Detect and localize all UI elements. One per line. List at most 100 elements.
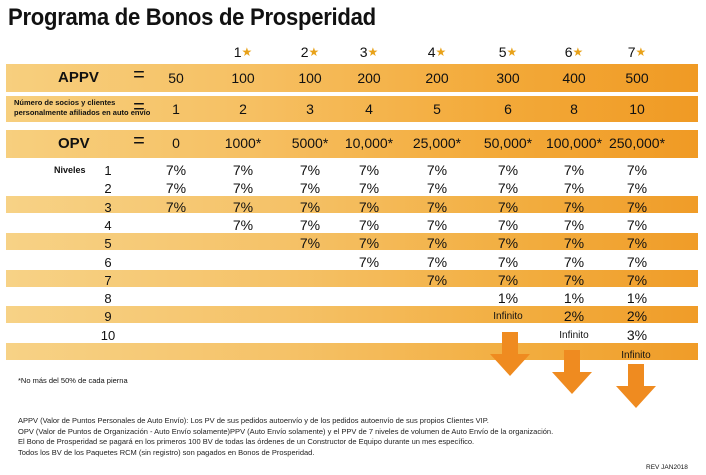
socios-label-line1: Número de socios y clientes [14, 98, 116, 107]
level-cell: 7% [358, 216, 380, 233]
level-cell: 7% [426, 180, 448, 197]
level-cell: 7% [426, 162, 448, 178]
level-band [6, 342, 698, 360]
level-cell: 1% [626, 290, 648, 307]
opv-value: 25,000* [412, 135, 462, 151]
level-cell: 7% [563, 235, 585, 252]
level-band [6, 232, 698, 250]
appv-value: 400 [562, 70, 586, 86]
star-icon: ★ [435, 45, 447, 59]
appv-value: 200 [425, 70, 449, 86]
level-cell: 7% [299, 162, 321, 178]
level-cell: 3% [626, 326, 648, 343]
revision-label: REV JAN2018 [646, 464, 688, 471]
appv-value: 100 [298, 70, 322, 86]
note-bono: El Bono de Prosperidad se pagará en los … [18, 437, 475, 446]
rank-header: 6★ [565, 44, 584, 60]
level-cell: 7% [426, 216, 448, 233]
opv-value: 0 [172, 135, 180, 151]
socios-value: 8 [570, 101, 578, 117]
level-cell: 7% [299, 235, 321, 252]
rank-header: 3★ [360, 44, 379, 60]
rank-number: 2 [300, 44, 309, 60]
star-icon: ★ [635, 45, 647, 59]
level-cell: 7% [232, 180, 254, 197]
level-band [6, 196, 698, 214]
rank-header: 2★ [301, 44, 320, 60]
socios-label: Número de socios y clientes personalment… [14, 98, 150, 118]
level-cell: 7% [232, 162, 254, 178]
level-number: 8 [104, 291, 112, 307]
rank-number: 7 [627, 44, 636, 60]
rank-header: 1★ [234, 44, 253, 60]
level-cell: 7% [165, 162, 187, 178]
level-band [6, 306, 698, 324]
level-cell: 7% [563, 216, 585, 233]
arrow-down-icon [490, 332, 530, 376]
level-cell: 7% [358, 253, 380, 270]
level-cell: 7% [358, 198, 380, 215]
socios-value: 3 [306, 101, 314, 117]
level-cell: 2% [563, 308, 585, 325]
level-number: 9 [104, 309, 112, 325]
opv-value: 100,000* [545, 135, 603, 151]
level-cell: 7% [426, 253, 448, 270]
rank-number: 4 [427, 44, 436, 60]
level-cell: 7% [626, 162, 648, 178]
level-cell: 7% [497, 235, 519, 252]
level-cell: 7% [626, 253, 648, 270]
rank-number: 3 [359, 44, 368, 60]
rank-header: 5★ [499, 44, 518, 60]
appv-band [6, 64, 698, 92]
level-cell: 7% [299, 198, 321, 215]
level-cell: 7% [626, 180, 648, 197]
star-icon: ★ [367, 45, 379, 59]
opv-value: 5000* [291, 135, 329, 151]
star-icon: ★ [308, 45, 320, 59]
opv-label: OPV [58, 135, 90, 152]
level-cell: 7% [426, 271, 448, 288]
socios-value: 10 [629, 101, 645, 117]
level-cell: 7% [165, 198, 187, 215]
rank-number: 5 [498, 44, 507, 60]
level-cell: 7% [563, 180, 585, 197]
rank-number: 6 [564, 44, 573, 60]
level-cell: 7% [497, 253, 519, 270]
level-cell: 7% [497, 198, 519, 215]
opv-equals: = [133, 130, 145, 152]
socios-value: 1 [172, 101, 180, 117]
level-cell: 7% [426, 198, 448, 215]
level-cell: 2% [626, 308, 648, 325]
level-cell: 7% [626, 198, 648, 215]
level-cell: 7% [426, 235, 448, 252]
appv-equals: = [133, 64, 145, 86]
opv-value: 1000* [224, 135, 262, 151]
level-cell: 7% [497, 271, 519, 288]
opv-value: 250,000* [608, 135, 666, 151]
appv-label: APPV [58, 69, 99, 86]
level-number: 10 [100, 327, 116, 343]
infinito-label: Infinito [621, 350, 651, 361]
level-number: 2 [104, 181, 112, 197]
level-number: 3 [104, 199, 112, 215]
level-cell: 7% [563, 253, 585, 270]
arrow-down-icon [552, 350, 592, 394]
arrow-down-icon [616, 364, 656, 408]
socios-band [6, 96, 698, 122]
level-cell: 7% [299, 180, 321, 197]
level-cell: 7% [232, 216, 254, 233]
level-cell: 7% [358, 235, 380, 252]
socios-label-line2: personalmente afiliados en auto envío [14, 108, 151, 117]
opv-value: 10,000* [344, 135, 394, 151]
level-cell: 7% [626, 235, 648, 252]
appv-value: 300 [496, 70, 520, 86]
rank-header: 7★ [628, 44, 647, 60]
opv-value: 50,000* [483, 135, 533, 151]
opv-band [6, 130, 698, 158]
page-title: Programa de Bonos de Prosperidad [8, 4, 376, 31]
star-icon: ★ [506, 45, 518, 59]
level-cell: 7% [497, 162, 519, 178]
socios-equals: = [133, 96, 145, 118]
rank-number: 1 [233, 44, 242, 60]
note-appv: APPV (Valor de Puntos Personales de Auto… [18, 416, 489, 425]
